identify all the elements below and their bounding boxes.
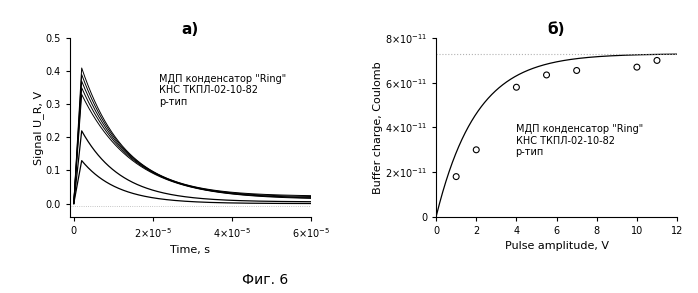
Point bbox=[470, 147, 482, 152]
Title: а): а) bbox=[181, 22, 199, 37]
X-axis label: Pulse amplitude, V: Pulse amplitude, V bbox=[505, 241, 609, 251]
Point bbox=[571, 68, 582, 73]
Point bbox=[451, 174, 462, 179]
Point bbox=[541, 73, 552, 77]
Point bbox=[511, 85, 522, 90]
Text: Фиг. 6: Фиг. 6 bbox=[242, 273, 288, 287]
Title: б): б) bbox=[548, 22, 565, 37]
Y-axis label: Signal U_R, V: Signal U_R, V bbox=[33, 91, 44, 164]
Point bbox=[631, 65, 642, 69]
X-axis label: Time, s: Time, s bbox=[170, 245, 210, 255]
Text: МДП конденсатор "Ring"
КНС ТКПЛ-02-10-82
p-тип: МДП конденсатор "Ring" КНС ТКПЛ-02-10-82… bbox=[516, 124, 643, 157]
Text: МДП конденсатор "Ring"
КНС ТКПЛ-02-10-82
p-тип: МДП конденсатор "Ring" КНС ТКПЛ-02-10-82… bbox=[159, 74, 286, 107]
Point bbox=[651, 58, 662, 63]
Y-axis label: Buffer charge, Coulomb: Buffer charge, Coulomb bbox=[373, 61, 383, 194]
